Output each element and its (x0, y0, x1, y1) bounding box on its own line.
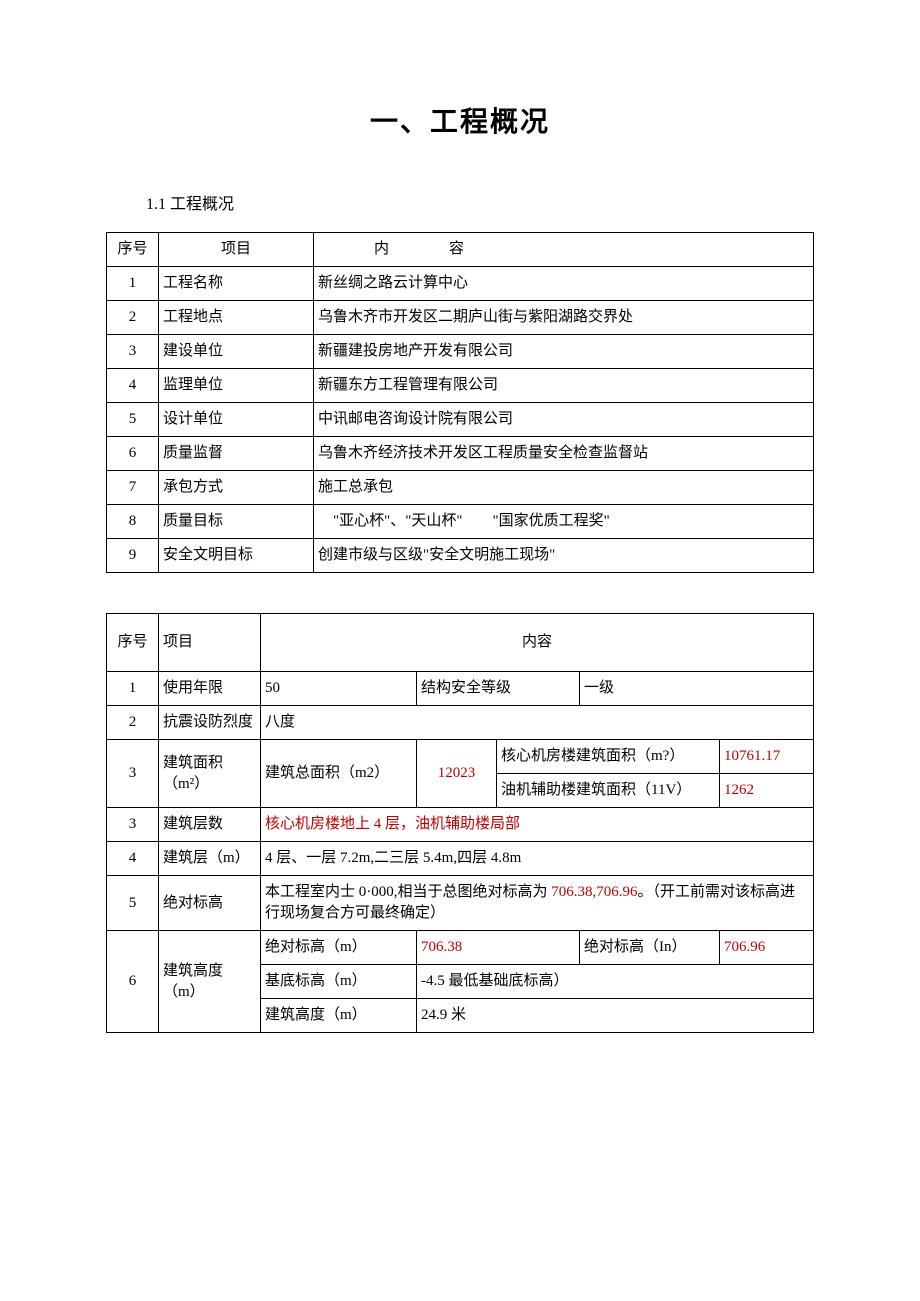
cell-num: 5 (107, 403, 159, 437)
cell-num: 1 (107, 672, 159, 706)
cell-item: 工程地点 (159, 301, 314, 335)
table-row: 1 使用年限 50 结构安全等级 一级 (107, 672, 814, 706)
cell-num: 8 (107, 505, 159, 539)
cell-content: 4 层、一层 7.2m,二三层 5.4m,四层 4.8m (261, 842, 814, 876)
cell-item: 建筑面积（m²） (159, 740, 261, 808)
header-item: 项目 (159, 614, 261, 672)
cell-content: 新疆建投房地产开发有限公司 (314, 335, 814, 369)
table-row: 6质量监督乌鲁木齐经济技术开发区工程质量安全检查监督站 (107, 437, 814, 471)
cell-content: 中讯邮电咨询设计院有限公司 (314, 403, 814, 437)
cell-num: 1 (107, 267, 159, 301)
cell-value: 1262 (720, 774, 814, 808)
table-row: 3 建筑面积（m²） 建筑总面积（m2） 12023 核心机房楼建筑面积（m?）… (107, 740, 814, 774)
project-detail-table: 序号 项目 内容 1 使用年限 50 结构安全等级 一级 2 抗震设防烈度 八度… (106, 613, 814, 1033)
cell-item: 安全文明目标 (159, 539, 314, 573)
cell-value: 706.38 (417, 931, 580, 965)
cell-value: 10761.17 (720, 740, 814, 774)
table-row: 4 建筑层（m） 4 层、一层 7.2m,二三层 5.4m,四层 4.8m (107, 842, 814, 876)
cell-item: 质量目标 (159, 505, 314, 539)
cell-value: 50 (261, 672, 417, 706)
table-row: 1工程名称新丝绸之路云计算中心 (107, 267, 814, 301)
cell-content: "亚心杯"、"天山杯" "国家优质工程奖" (314, 505, 814, 539)
cell-content: 新丝绸之路云计算中心 (314, 267, 814, 301)
cell-item: 质量监督 (159, 437, 314, 471)
cell-value: 706.96 (720, 931, 814, 965)
cell-num: 9 (107, 539, 159, 573)
table-header-row: 序号 项目 内容 (107, 614, 814, 672)
cell-label: 绝对标高（In） (580, 931, 720, 965)
cell-num: 6 (107, 437, 159, 471)
cell-content: 乌鲁木齐经济技术开发区工程质量安全检查监督站 (314, 437, 814, 471)
table-row: 8质量目标 "亚心杯"、"天山杯" "国家优质工程奖" (107, 505, 814, 539)
cell-num: 5 (107, 876, 159, 931)
table-row: 9安全文明目标创建市级与区级"安全文明施工现场" (107, 539, 814, 573)
project-overview-table: 序号 项目 内 容 1工程名称新丝绸之路云计算中心 2工程地点乌鲁木齐市开发区二… (106, 232, 814, 573)
table-row: 3建设单位新疆建投房地产开发有限公司 (107, 335, 814, 369)
table-row: 6 建筑高度（m） 绝对标高（m） 706.38 绝对标高（In） 706.96 (107, 931, 814, 965)
cell-item: 建设单位 (159, 335, 314, 369)
cell-value: 一级 (580, 672, 814, 706)
cell-item: 建筑层（m） (159, 842, 261, 876)
cell-item: 工程名称 (159, 267, 314, 301)
cell-value: 24.9 米 (417, 999, 814, 1033)
table-row: 7承包方式施工总承包 (107, 471, 814, 505)
cell-label: 油机辅助楼建筑面积（11V） (497, 774, 720, 808)
cell-item: 使用年限 (159, 672, 261, 706)
cell-item: 建筑层数 (159, 808, 261, 842)
cell-num: 7 (107, 471, 159, 505)
cell-content: 乌鲁木齐市开发区二期庐山街与紫阳湖路交界处 (314, 301, 814, 335)
cell-value: 12023 (417, 740, 497, 808)
table-row: 5 绝对标高 本工程室内士 0·000,相当于总图绝对标高为 706.38,70… (107, 876, 814, 931)
cell-value: 八度 (261, 706, 814, 740)
cell-item: 设计单位 (159, 403, 314, 437)
cell-item: 抗震设防烈度 (159, 706, 261, 740)
section-header: 1.1 工程概况 (106, 190, 814, 214)
table-row: 4监理单位新疆东方工程管理有限公司 (107, 369, 814, 403)
cell-num: 2 (107, 301, 159, 335)
cell-num: 4 (107, 842, 159, 876)
cell-content: 创建市级与区级"安全文明施工现场" (314, 539, 814, 573)
cell-num: 3 (107, 740, 159, 808)
cell-item: 建筑高度（m） (159, 931, 261, 1033)
cell-label: 基底标高（m） (261, 965, 417, 999)
table-row: 5设计单位中讯邮电咨询设计院有限公司 (107, 403, 814, 437)
cell-num: 4 (107, 369, 159, 403)
header-num: 序号 (107, 233, 159, 267)
table-row: 3 建筑层数 核心机房楼地上 4 层，油机辅助楼局部 (107, 808, 814, 842)
cell-item: 绝对标高 (159, 876, 261, 931)
table-row: 2 抗震设防烈度 八度 (107, 706, 814, 740)
cell-num: 6 (107, 931, 159, 1033)
cell-value: -4.5 最低基础底标高） (417, 965, 814, 999)
header-content: 内 容 (314, 233, 814, 267)
document-title: 一、工程概况 (106, 100, 814, 140)
cell-label: 建筑总面积（m2） (261, 740, 417, 808)
table-header-row: 序号 项目 内 容 (107, 233, 814, 267)
header-content: 内容 (261, 614, 814, 672)
cell-content: 核心机房楼地上 4 层，油机辅助楼局部 (261, 808, 814, 842)
cell-item: 监理单位 (159, 369, 314, 403)
cell-item: 承包方式 (159, 471, 314, 505)
cell-content: 新疆东方工程管理有限公司 (314, 369, 814, 403)
cell-num: 3 (107, 808, 159, 842)
cell-label: 建筑高度（m） (261, 999, 417, 1033)
cell-content: 施工总承包 (314, 471, 814, 505)
table-row: 2工程地点乌鲁木齐市开发区二期庐山街与紫阳湖路交界处 (107, 301, 814, 335)
text-span: 本工程室内士 0·000,相当于总图绝对标高为 (265, 884, 551, 900)
cell-label: 绝对标高（m） (261, 931, 417, 965)
cell-num: 3 (107, 335, 159, 369)
cell-content: 本工程室内士 0·000,相当于总图绝对标高为 706.38,706.96。（开… (261, 876, 814, 931)
header-item: 项目 (159, 233, 314, 267)
cell-num: 2 (107, 706, 159, 740)
text-span-red: 706.38,706.96 (551, 884, 637, 900)
cell-label: 核心机房楼建筑面积（m?） (497, 740, 720, 774)
cell-label: 结构安全等级 (417, 672, 580, 706)
header-num: 序号 (107, 614, 159, 672)
